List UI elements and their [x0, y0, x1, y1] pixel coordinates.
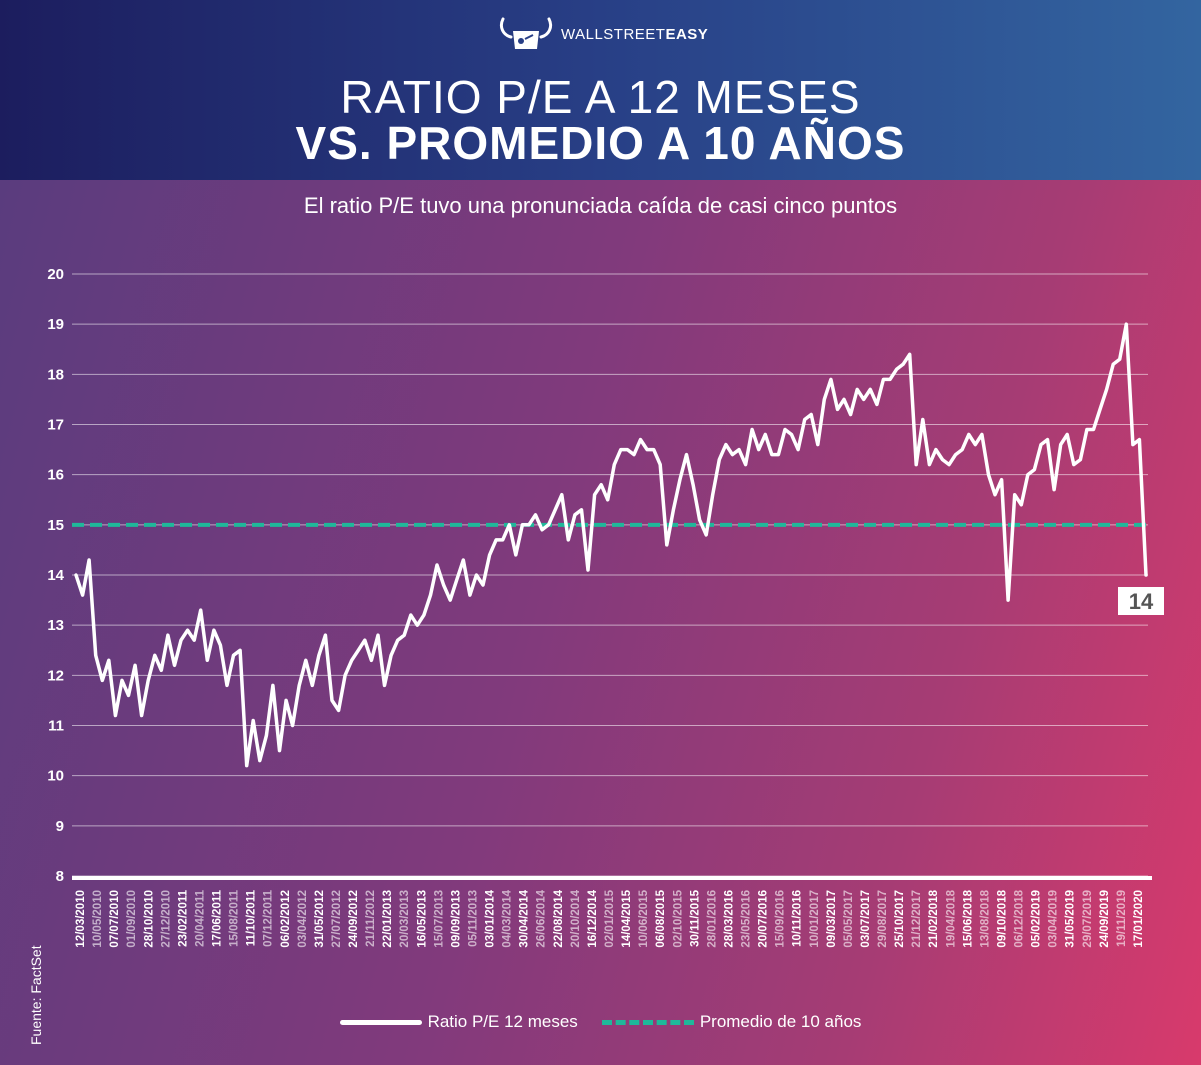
x-tick-label: 10/06/2015: [638, 889, 650, 947]
x-tick-label: 21/02/2018: [928, 889, 940, 947]
x-tick-label: 09/09/2013: [450, 890, 462, 948]
x-tick-label: 05/11/2013: [467, 890, 479, 947]
x-tick-label: 10/01/2017: [809, 890, 821, 948]
x-tick-label: 24/09/2019: [1099, 890, 1111, 948]
x-tick-label: 03/07/2017: [860, 890, 872, 948]
x-tick-label: 19/11/2019: [1116, 890, 1128, 947]
x-tick-label: 10/05/2010: [92, 890, 104, 948]
y-tick-label: 11: [48, 718, 64, 735]
brand-name-light: WALLSTREET: [561, 25, 666, 43]
x-tick-label: 23/05/2016: [741, 890, 753, 948]
x-tick-label: 28/03/2016: [723, 890, 735, 948]
x-tick-label: 21/11/2012: [365, 890, 377, 947]
x-tick-label: 03/01/2014: [485, 889, 497, 947]
legend-swatch-solid: [339, 1019, 422, 1025]
legend-label-pe: Ratio P/E 12 meses: [427, 1012, 578, 1031]
x-tick-label: 01/09/2010: [126, 890, 138, 948]
x-tick-label: 06/08/2015: [655, 889, 667, 947]
chart-subtitle: El ratio P/E tuvo una pronunciada caída …: [303, 193, 898, 218]
x-tick-label: 15/07/2013: [433, 890, 445, 948]
x-tick-label: 09/10/2018: [996, 889, 1008, 947]
x-tick-label: 13/08/2018: [979, 889, 991, 947]
x-tick-label: 31/05/2019: [1065, 890, 1077, 948]
x-tick-label: 06/12/2018: [1014, 889, 1026, 947]
bull-hand-logo-icon: [499, 17, 553, 49]
chart-title-line1: RATIO P/E A 12 MESES: [340, 71, 861, 123]
y-tick-label: 15: [47, 517, 64, 534]
x-tick-label: 28/01/2016: [706, 890, 718, 948]
x-tick-label: 29/08/2017: [877, 890, 889, 948]
y-tick-label: 18: [47, 366, 64, 383]
x-tick-label: 09/03/2017: [826, 890, 838, 948]
x-tick-label: 22/08/2014: [553, 889, 565, 947]
x-tick-label: 24/09/2012: [348, 890, 360, 948]
y-tick-label: 16: [47, 467, 64, 484]
y-tick-label: 8: [56, 868, 64, 885]
x-tick-label: 28/10/2010: [143, 890, 155, 948]
x-tick-label: 02/01/2015: [604, 889, 616, 947]
y-tick-label: 17: [47, 417, 64, 434]
x-tick-label: 17/06/2011: [212, 889, 224, 947]
x-tick-label: 14/04/2015: [621, 889, 633, 947]
x-tick-label: 03/04/2012: [297, 890, 309, 948]
y-tick-label: 19: [47, 316, 64, 333]
x-tick-label: 30/04/2014: [519, 889, 531, 947]
y-tick-label: 10: [47, 768, 64, 785]
x-tick-label: 15/06/2018: [962, 889, 974, 947]
x-tick-label: 05/02/2019: [1031, 890, 1043, 948]
x-tick-label: 16/12/2014: [587, 889, 599, 947]
header-banner: [0, 0, 1201, 180]
legend-label-average: Promedio de 10 años: [699, 1012, 862, 1031]
x-tick-label: 29/07/2019: [1082, 890, 1094, 948]
last-value-label: 14: [1129, 589, 1154, 614]
x-tick-label: 20/10/2014: [570, 889, 582, 947]
x-tick-label: 07/07/2010: [109, 890, 121, 948]
brand-logo: WALLSTREETEASY: [497, 14, 708, 54]
x-tick-label: 16/05/2013: [416, 890, 428, 948]
x-tick-label: 15/09/2016: [775, 890, 787, 948]
x-tick-label: 31/05/2012: [314, 890, 326, 948]
x-tick-label: 03/04/2019: [1048, 890, 1060, 948]
x-tick-label: 04/03/2014: [502, 889, 514, 947]
x-tick-label: 07/12/2011: [263, 889, 275, 947]
x-tick-label: 11/10/2011: [246, 889, 258, 946]
x-tick-label: 20/03/2013: [399, 890, 411, 948]
pe-ratio-line: [74, 322, 1148, 768]
legend-item-average: Promedio de 10 años: [601, 1012, 862, 1032]
y-tick-label: 13: [47, 617, 64, 634]
x-tick-label: 30/11/2015: [689, 889, 701, 947]
x-tick-label: 23/02/2011: [177, 889, 189, 947]
x-tick-label: 26/06/2014: [536, 889, 548, 947]
x-tick-label: 12/03/2010: [75, 890, 87, 948]
x-tick-label: 20/04/2011: [194, 889, 206, 947]
x-tick-label: 27/07/2012: [331, 890, 343, 948]
brand-name-bold: EASY: [665, 25, 709, 43]
x-tick-label: 15/08/2011: [229, 889, 241, 947]
x-tick-label: 21/12/2017: [911, 890, 923, 948]
y-tick-label: 20: [47, 266, 64, 283]
last-value-label-box: [1118, 587, 1164, 615]
x-tick-label: 10/11/2016: [792, 890, 804, 947]
chart-title-line2: VS. PROMEDIO A 10 AÑOS: [295, 117, 906, 169]
chart-legend: Ratio P/E 12 meses Promedio de 10 años: [0, 1012, 1201, 1032]
x-tick-label: 22/01/2013: [382, 890, 394, 948]
x-tick-label: 20/07/2016: [758, 890, 770, 948]
y-tick-label: 9: [56, 818, 64, 835]
x-tick-label: 19/04/2018: [945, 889, 957, 947]
legend-swatch-dashed: [601, 1019, 694, 1025]
x-tick-label: 17/01/2020: [1133, 890, 1145, 948]
x-tick-label: 25/10/2017: [894, 890, 906, 948]
x-tick-label: 27/12/2010: [160, 890, 172, 948]
x-tick-label: 02/10/2015: [672, 889, 684, 947]
y-tick-label: 14: [47, 567, 64, 584]
chart-background: [0, 180, 1201, 1065]
y-tick-label: 12: [47, 667, 64, 684]
x-tick-label: 05/05/2017: [843, 890, 855, 948]
legend-item-pe: Ratio P/E 12 meses: [339, 1012, 578, 1032]
x-tick-label: 06/02/2012: [280, 890, 292, 948]
